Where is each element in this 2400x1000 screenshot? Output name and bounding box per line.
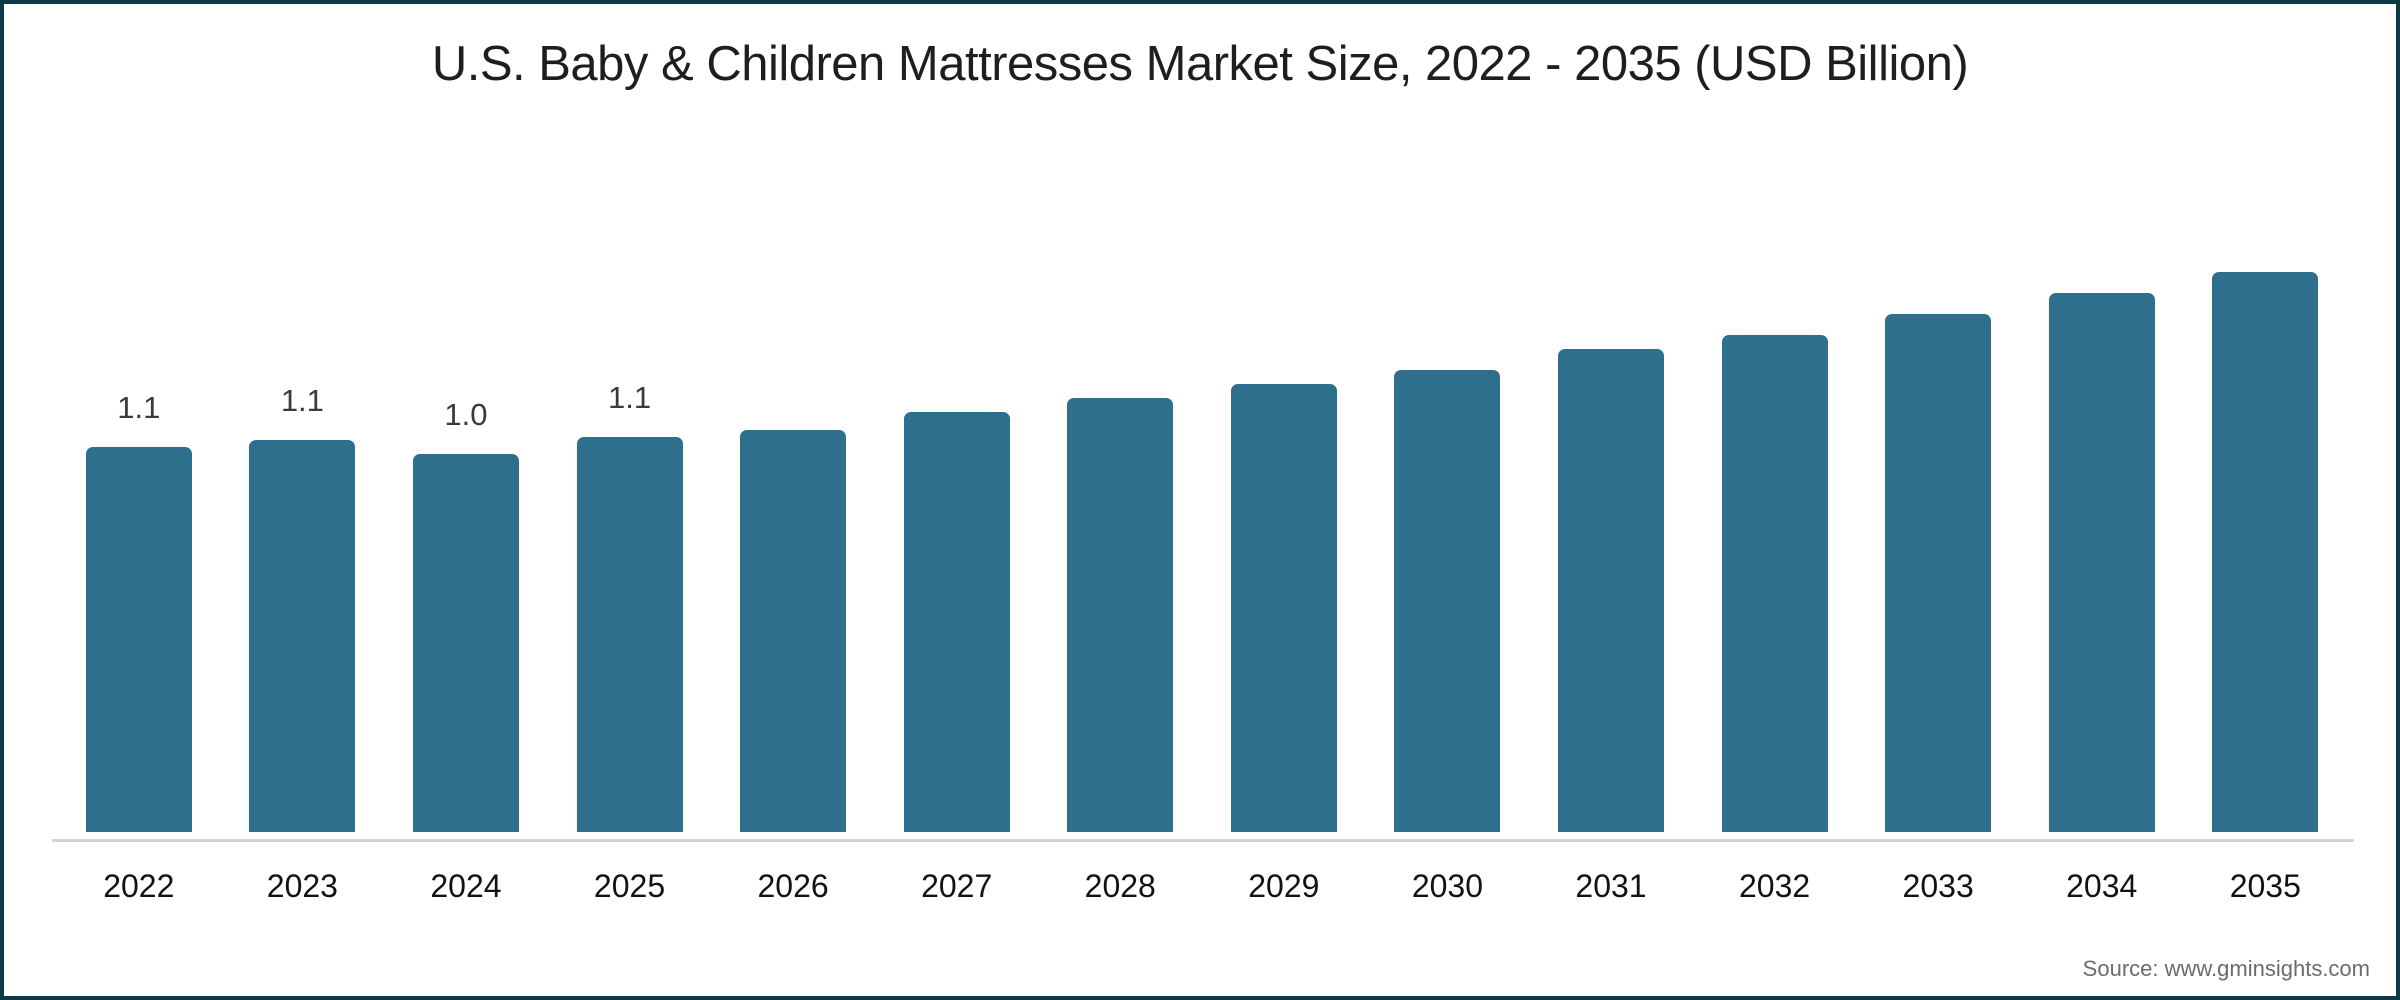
- bar-2026: [740, 430, 847, 832]
- bar-2023: [249, 440, 356, 832]
- bar-2034: [2048, 293, 2155, 832]
- bar-value-label: 1.1: [607, 379, 652, 415]
- bar-group-2031: [1529, 212, 1693, 832]
- x-axis-labels: 2022 2023 2024 2025 2026 2027 2028 2029 2030 2031…: [57, 868, 2347, 905]
- bar-group-2034: [2020, 212, 2184, 832]
- bar-group-2033: [1856, 212, 2020, 832]
- bar-group-2035: [2184, 212, 2348, 832]
- bar-group-2032: [1693, 212, 1857, 832]
- x-tick-label-2030: 2030: [1411, 868, 1483, 904]
- bar-2025: [576, 437, 683, 832]
- x-tick-label-2035: 2035: [2229, 868, 2301, 904]
- source-attribution: Source: www.gminsights.com: [2082, 956, 2370, 981]
- bar-group-2025: 1.1: [548, 212, 712, 832]
- x-tick-label-2034: 2034: [2066, 868, 2138, 904]
- bar-group-2022: 1.1: [57, 212, 221, 832]
- bars-area: 1.1 1.1 1.0 1.1: [57, 212, 2347, 832]
- bar-value-label: 1.1: [117, 389, 161, 425]
- x-tick-label-2022: 2022: [103, 868, 175, 904]
- x-tick-label-2024: 2024: [430, 868, 502, 904]
- bar-group-2026: [711, 212, 875, 832]
- bar-2022: [85, 447, 192, 832]
- bar-group-2023: 1.1: [221, 212, 385, 832]
- bar-2033: [1885, 314, 1992, 832]
- bar-group-2027: [875, 212, 1039, 832]
- x-tick-label-2023: 2023: [266, 868, 338, 904]
- bar-value-label: 1.1: [280, 382, 324, 418]
- bar-2030: [1394, 370, 1501, 832]
- x-tick-label-2025: 2025: [593, 868, 666, 904]
- bar-2024: [412, 454, 519, 832]
- bar-group-2029: [1202, 212, 1366, 832]
- x-tick-label-2029: 2029: [1248, 868, 1320, 904]
- x-tick-label-2027: 2027: [921, 868, 993, 904]
- bar-group-2028: [1038, 212, 1202, 832]
- chart-title: U.S. Baby & Children Mattresses Market S…: [431, 37, 1969, 91]
- x-tick-label-2028: 2028: [1084, 868, 1156, 904]
- bar-2032: [1721, 335, 1828, 832]
- x-tick-label-2032: 2032: [1738, 868, 1811, 904]
- bar-2027: [903, 412, 1010, 832]
- bar-group-2030: [1366, 212, 1530, 832]
- x-tick-label-2033: 2033: [1902, 868, 1974, 904]
- bar-group-2024: 1.0: [384, 212, 548, 832]
- bar-2035: [2212, 272, 2319, 832]
- x-tick-label-2026: 2026: [757, 868, 829, 904]
- bar-2028: [1067, 398, 1174, 832]
- x-axis-line: [52, 839, 2354, 842]
- bar-2029: [1230, 384, 1337, 832]
- bar-value-label: 1.0: [444, 396, 488, 432]
- bar-2031: [1557, 349, 1664, 832]
- x-tick-label-2031: 2031: [1575, 868, 1647, 904]
